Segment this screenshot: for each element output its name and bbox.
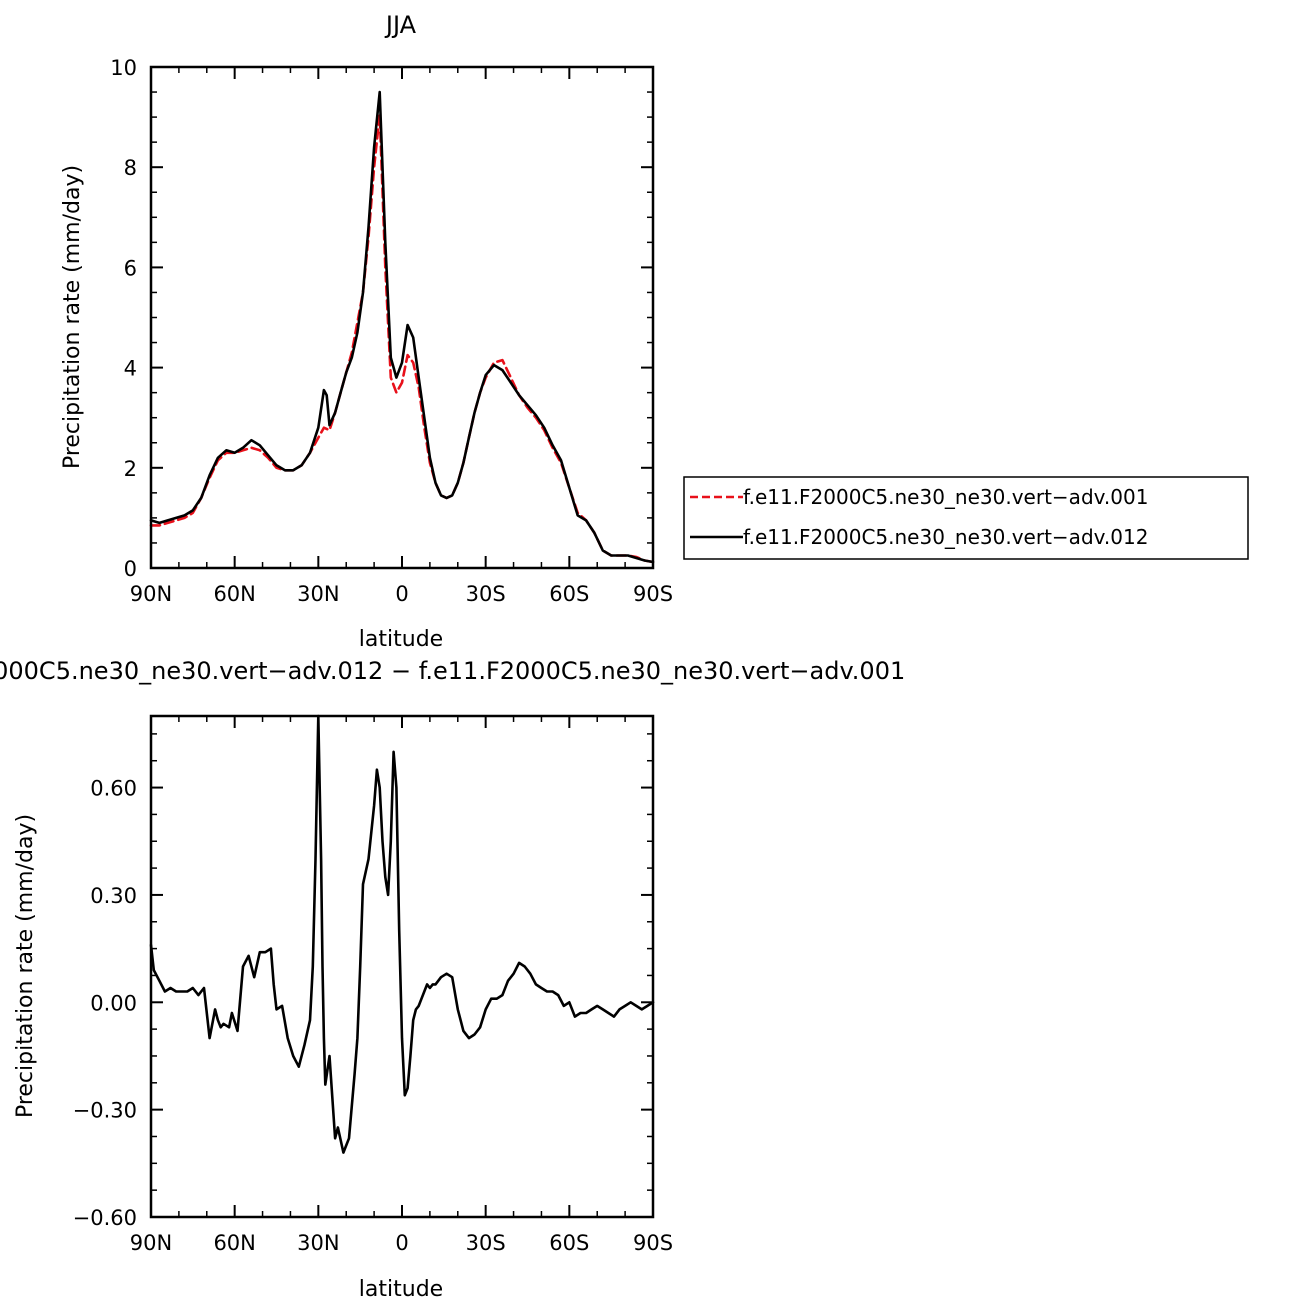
x-tick-label: 60S bbox=[549, 582, 589, 606]
top-plot-frame bbox=[149, 65, 655, 570]
x-tick-label: 0 bbox=[395, 582, 408, 606]
top-x-axis-label: latitude bbox=[359, 627, 443, 652]
y-tick-label: 2 bbox=[124, 457, 137, 481]
x-tick-label: 60N bbox=[213, 582, 255, 606]
legend-entry-012: f.e11.F2000C5.ne30_ne30.vert−adv.012 bbox=[743, 525, 1148, 549]
x-tick-label: 60S bbox=[549, 1231, 589, 1255]
x-tick-label: 90N bbox=[130, 1231, 172, 1255]
y-tick-label: 0.60 bbox=[90, 777, 137, 801]
y-tick-label: 0.00 bbox=[90, 991, 137, 1015]
series-line-1 bbox=[149, 714, 655, 1154]
bottom-y-axis-label: Precipitation rate (mm/day) bbox=[13, 814, 38, 1118]
top-y-axis-label: Precipitation rate (mm/day) bbox=[60, 165, 85, 469]
x-tick-label: 30S bbox=[466, 1231, 506, 1255]
legend: f.e11.F2000C5.ne30_ne30.vert−adv.001 f.e… bbox=[683, 476, 1249, 560]
x-tick-label: 30S bbox=[466, 582, 506, 606]
series-line-2 bbox=[149, 90, 655, 564]
series-line-1 bbox=[149, 113, 655, 564]
x-tick-label: 0 bbox=[395, 1231, 408, 1255]
y-tick-label: 8 bbox=[124, 156, 137, 180]
bottom-tick-labels: 90N 60N 30N 0 30S 60S 90S −0.60 −0.30 0.00 0.30 0.6… bbox=[73, 777, 673, 1255]
top-tick-labels: 90N 60N 30N 0 30S 60S 90S 0 2 4 6 8 10 bbox=[110, 56, 673, 606]
y-tick-label: −0.60 bbox=[73, 1206, 137, 1230]
bottom-axis-ticks bbox=[150, 716, 654, 1218]
bottom-panel: f.e11.F2000C5.ne30_ne30.vert−adv.012 − f… bbox=[0, 657, 905, 1302]
y-tick-label: 0.30 bbox=[90, 884, 137, 908]
y-tick-label: 10 bbox=[110, 56, 137, 80]
bottom-plot-frame bbox=[149, 714, 655, 1219]
x-tick-label: 90S bbox=[633, 1231, 673, 1255]
top-series-lines bbox=[149, 90, 655, 564]
y-tick-label: 4 bbox=[124, 357, 137, 381]
bottom-x-axis-label: latitude bbox=[359, 1277, 443, 1302]
top-chart-title: JJA bbox=[384, 11, 417, 39]
y-tick-label: −0.30 bbox=[73, 1099, 137, 1123]
legend-box bbox=[683, 476, 1249, 560]
x-tick-label: 30N bbox=[297, 582, 339, 606]
y-tick-label: 0 bbox=[124, 557, 137, 581]
x-tick-label: 30N bbox=[297, 1231, 339, 1255]
x-tick-label: 90N bbox=[130, 582, 172, 606]
y-tick-label: 6 bbox=[124, 256, 137, 280]
legend-entry-001: f.e11.F2000C5.ne30_ne30.vert−adv.001 bbox=[743, 485, 1148, 509]
x-tick-label: 60N bbox=[213, 1231, 255, 1255]
x-tick-label: 90S bbox=[633, 582, 673, 606]
top-axis-ticks bbox=[150, 66, 654, 569]
bottom-series-lines bbox=[149, 714, 655, 1154]
bottom-chart-title: f.e11.F2000C5.ne30_ne30.vert−adv.012 − f… bbox=[0, 657, 905, 685]
